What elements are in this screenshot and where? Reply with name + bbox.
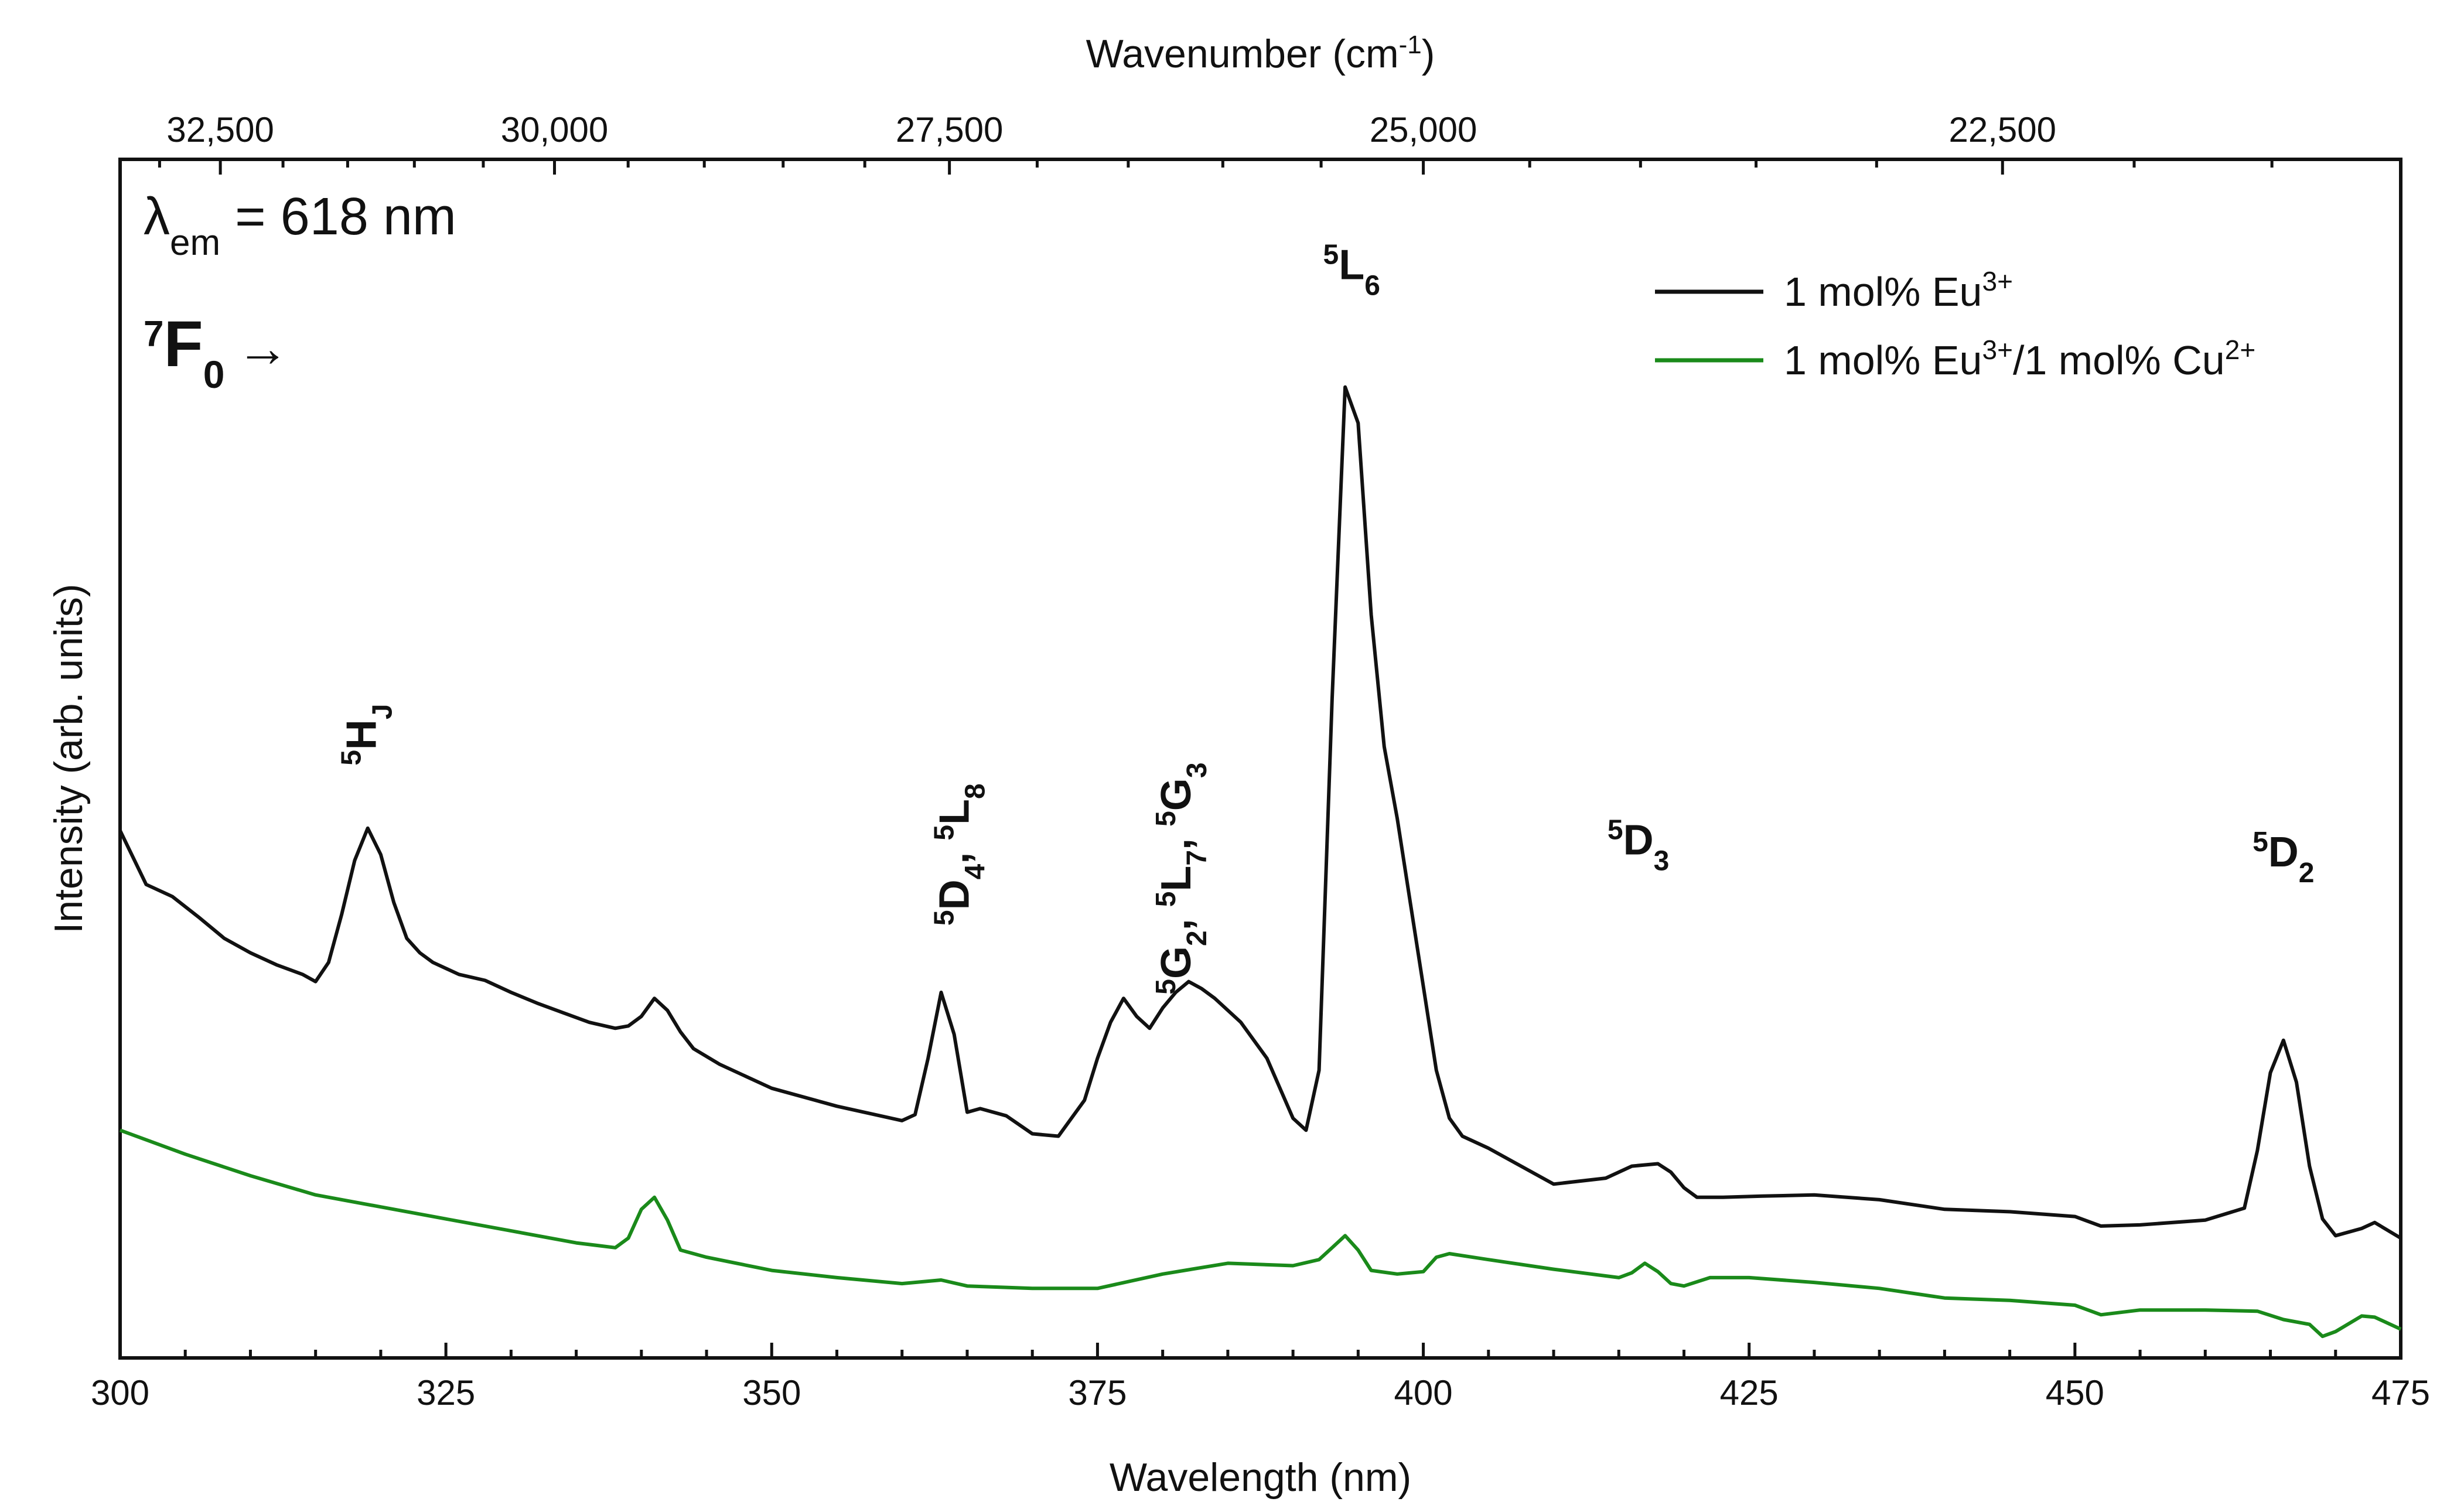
- legend-label-eu-sup: 3+: [1982, 266, 2012, 296]
- peak-annotation-part: 5: [1150, 979, 1181, 995]
- legend-label-eu-cu-sup: 3+: [1982, 335, 2012, 365]
- peak-annotation-part: L: [1339, 242, 1364, 289]
- peak-annotation-part: 5: [1150, 892, 1181, 907]
- peak-annotation-part: ,: [1153, 907, 1200, 930]
- x-tick-label: 450: [2046, 1373, 2104, 1412]
- x-tick-label: 475: [2371, 1373, 2430, 1412]
- top-tick-label: 25,000: [1370, 110, 1477, 149]
- top-axis-label-close: ): [1422, 32, 1435, 76]
- series-group: [118, 385, 2402, 1339]
- y-axis-label: Intensity (arb. units): [46, 583, 91, 933]
- peak-annotation-part: L: [931, 799, 978, 825]
- transition-main: F: [163, 308, 203, 380]
- top-tick-label: 30,000: [501, 110, 609, 149]
- legend-label-eu-main: 1 mol% Eu: [1784, 269, 1982, 315]
- top-axis-label-sup: -1: [1399, 30, 1422, 59]
- peak-annotation-part: 5: [929, 825, 960, 841]
- lambda-symbol: λ: [144, 187, 170, 246]
- peak-annotation-part: D: [1623, 817, 1654, 864]
- transition-sup: 7: [144, 314, 163, 354]
- peak-annotation-part: 4: [960, 863, 991, 879]
- peak-annotation-part: 5: [1608, 814, 1623, 845]
- peak-annotation-part: D: [2268, 829, 2299, 876]
- top-axis-label: Wavenumber (cm-1): [1086, 30, 1435, 77]
- peak-annotation-part: G: [1153, 946, 1200, 979]
- x-tick-label: 350: [742, 1373, 801, 1412]
- legend-label-eu-cu-rest-sup: 2+: [2225, 335, 2255, 365]
- peak-annotation-part: ,: [931, 841, 978, 864]
- top-tick-label: 22,500: [1949, 110, 2057, 149]
- legend: 1 mol% Eu3+ 1 mol% Eu3+/1 mol% Cu2+: [1655, 266, 2255, 383]
- top-axis: 32,500 30,000 27,500 25,000 22,500: [158, 110, 2274, 175]
- peak-annotation-part: G: [1153, 778, 1200, 811]
- transition-sub: 0: [203, 353, 225, 396]
- plot-frame: [118, 158, 2402, 1360]
- transition-arrow: →: [236, 319, 289, 378]
- peak-annotation-part: 7: [1181, 850, 1212, 866]
- x-tick-label: 400: [1394, 1373, 1453, 1412]
- x-tick-label: 375: [1068, 1373, 1127, 1412]
- series-line-eu-cu: [119, 1128, 2402, 1339]
- peak-annotation-part: 2: [1181, 930, 1212, 946]
- peak-annotation: 5D3: [1608, 814, 1669, 876]
- legend-label-eu-cu-rest: /1 mol% Cu: [2013, 337, 2225, 383]
- peak-annotation-part: 5: [336, 750, 367, 766]
- peak-annotation-part: 6: [1364, 270, 1380, 301]
- peak-annotation-part: 5: [1150, 811, 1181, 827]
- peak-annotation-part: ,: [1153, 827, 1200, 850]
- peak-annotation: 5L6: [1323, 239, 1380, 301]
- peak-annotation-part: 2: [2299, 858, 2315, 889]
- peak-annotation-part: L: [1153, 866, 1200, 892]
- peak-annotation-part: 3: [1181, 762, 1212, 778]
- x-tick-label: 325: [417, 1373, 475, 1412]
- peak-annotation-part: 3: [1654, 845, 1670, 876]
- peak-annotation-part: 5: [2253, 827, 2268, 858]
- ground-state-transition-label: 7F0 →: [144, 308, 289, 396]
- x-axis-label: Wavelength (nm): [1110, 1455, 1411, 1500]
- top-tick-label: 32,500: [166, 110, 274, 149]
- peak-annotation-part: D: [931, 879, 978, 910]
- legend-label-eu-cu-main: 1 mol% Eu: [1784, 337, 1982, 383]
- peak-annotation: 5HJ: [336, 704, 398, 765]
- series-line-eu: [118, 385, 2402, 1240]
- peak-annotation-part: 5: [929, 910, 960, 926]
- peak-annotation-part: 8: [960, 783, 991, 799]
- excitation-wavelength-label: λem = 618 nm: [144, 187, 456, 263]
- peak-annotation-part: J: [367, 704, 398, 719]
- bottom-axis: 300 325 350 375 400 425 450 475: [91, 1343, 2430, 1412]
- peak-annotation: 5D4, 5L8: [929, 783, 991, 926]
- legend-label-eu-cu: 1 mol% Eu3+/1 mol% Cu2+: [1784, 335, 2255, 383]
- x-tick-label: 425: [1720, 1373, 1779, 1412]
- lambda-value: = 618 nm: [220, 187, 456, 246]
- peak-annotation: 5D2: [2253, 827, 2314, 889]
- legend-label-eu: 1 mol% Eu3+: [1784, 266, 2013, 315]
- top-tick-label: 27,500: [896, 110, 1004, 149]
- x-tick-label: 300: [91, 1373, 149, 1412]
- peak-annotation-part: 5: [1323, 239, 1339, 270]
- peak-annotation-part: H: [339, 719, 385, 750]
- top-axis-label-main: Wavenumber (cm: [1086, 32, 1399, 76]
- peak-annotation: 5G2, 5L7, 5G3: [1150, 762, 1212, 994]
- lambda-sub: em: [170, 223, 220, 263]
